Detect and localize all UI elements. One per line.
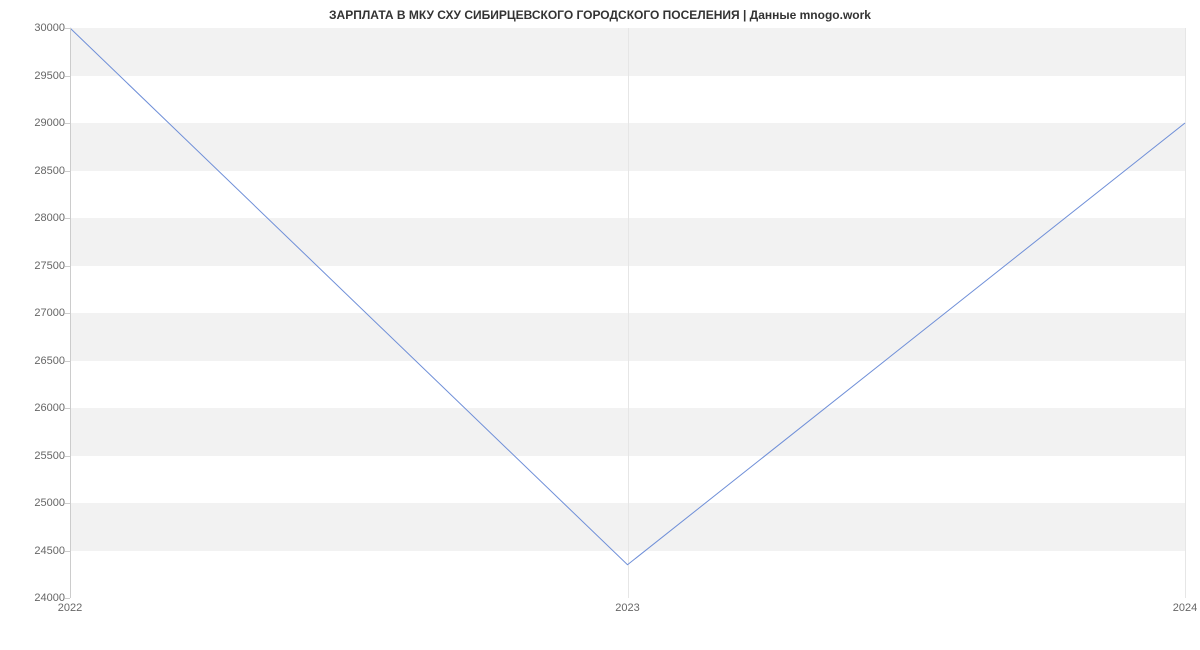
plot-area xyxy=(70,28,1185,598)
y-tick-mark xyxy=(65,313,70,314)
chart-title: ЗАРПЛАТА В МКУ СХУ СИБИРЦЕВСКОГО ГОРОДСК… xyxy=(0,8,1200,22)
y-tick-label: 27000 xyxy=(5,307,65,319)
y-tick-mark xyxy=(65,266,70,267)
y-tick-mark xyxy=(65,598,70,599)
y-axis-line xyxy=(70,28,71,598)
y-tick-label: 30000 xyxy=(5,22,65,34)
y-tick-mark xyxy=(65,123,70,124)
salary-line-chart: ЗАРПЛАТА В МКУ СХУ СИБИРЦЕВСКОГО ГОРОДСК… xyxy=(0,0,1200,650)
y-tick-label: 25500 xyxy=(5,450,65,462)
y-tick-label: 26500 xyxy=(5,355,65,367)
y-tick-label: 27500 xyxy=(5,260,65,272)
x-tick-label: 2022 xyxy=(58,602,82,614)
y-tick-mark xyxy=(65,76,70,77)
y-tick-label: 29000 xyxy=(5,117,65,129)
y-tick-mark xyxy=(65,408,70,409)
y-tick-mark xyxy=(65,361,70,362)
y-tick-mark xyxy=(65,218,70,219)
y-tick-label: 25000 xyxy=(5,497,65,509)
y-tick-label: 28500 xyxy=(5,165,65,177)
y-tick-mark xyxy=(65,456,70,457)
y-tick-mark xyxy=(65,551,70,552)
x-tick-label: 2023 xyxy=(615,602,639,614)
x-gridline xyxy=(1185,28,1186,598)
x-tick-label: 2024 xyxy=(1173,602,1197,614)
y-tick-mark xyxy=(65,503,70,504)
chart-svg xyxy=(70,28,1185,598)
y-tick-mark xyxy=(65,171,70,172)
series-line xyxy=(70,28,1185,565)
y-tick-mark xyxy=(65,28,70,29)
y-tick-label: 26000 xyxy=(5,402,65,414)
y-tick-label: 29500 xyxy=(5,70,65,82)
y-tick-label: 28000 xyxy=(5,212,65,224)
y-tick-label: 24000 xyxy=(5,592,65,604)
y-tick-label: 24500 xyxy=(5,545,65,557)
